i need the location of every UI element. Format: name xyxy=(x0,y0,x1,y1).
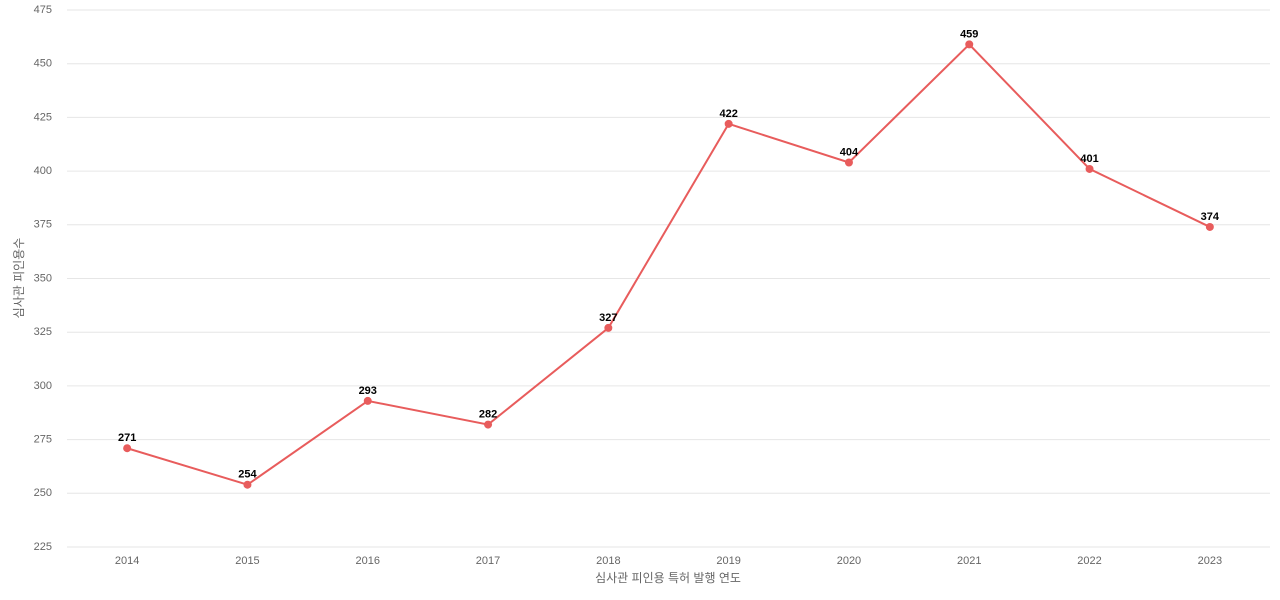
data-label: 327 xyxy=(599,312,617,324)
x-tick-label: 2019 xyxy=(716,555,740,567)
data-label: 254 xyxy=(238,469,257,481)
line xyxy=(126,42,1211,486)
data-label: 293 xyxy=(359,385,377,397)
point xyxy=(965,40,974,49)
data-label: 374 xyxy=(1201,211,1220,223)
point xyxy=(243,480,252,489)
y-tick-label: 375 xyxy=(34,219,52,231)
y-tick-label: 325 xyxy=(34,326,52,338)
point xyxy=(484,420,493,429)
x-tick-label: 2017 xyxy=(476,555,500,567)
point xyxy=(1085,164,1094,173)
x-tick-label: 2022 xyxy=(1077,555,1101,567)
y-axis-title: 심사관 피인용수 xyxy=(12,238,26,319)
data-label: 459 xyxy=(960,28,978,40)
x-tick-label: 2018 xyxy=(596,555,620,567)
point xyxy=(123,444,132,453)
y-tick-label: 400 xyxy=(34,165,52,177)
point xyxy=(844,158,853,167)
point xyxy=(1205,222,1214,231)
point xyxy=(604,323,613,332)
x-axis-title: 심사관 피인용 특허 발행 연도 xyxy=(595,570,741,585)
x-tick-label: 2015 xyxy=(235,555,259,567)
x-tick-label: 2021 xyxy=(957,555,981,567)
x-tick-label: 2016 xyxy=(356,555,380,567)
x-tick-label: 2023 xyxy=(1198,555,1222,567)
data-label: 271 xyxy=(118,432,136,444)
x-tick-label: 2014 xyxy=(115,555,139,567)
y-tick-label: 350 xyxy=(34,272,52,284)
y-tick-label: 275 xyxy=(34,434,52,446)
y-tick-label: 425 xyxy=(34,111,52,123)
data-label: 404 xyxy=(840,146,859,158)
y-tick-label: 475 xyxy=(34,4,52,16)
data-label: 401 xyxy=(1080,153,1098,165)
y-tick-label: 250 xyxy=(34,487,52,499)
data-label: 282 xyxy=(479,408,497,420)
data-label: 422 xyxy=(719,108,737,120)
y-tick-label: 300 xyxy=(34,380,52,392)
y-tick-label: 450 xyxy=(34,58,52,70)
y-tick-label: 225 xyxy=(34,541,52,553)
point xyxy=(724,119,733,128)
x-tick-label: 2020 xyxy=(837,555,861,567)
point xyxy=(363,396,372,405)
